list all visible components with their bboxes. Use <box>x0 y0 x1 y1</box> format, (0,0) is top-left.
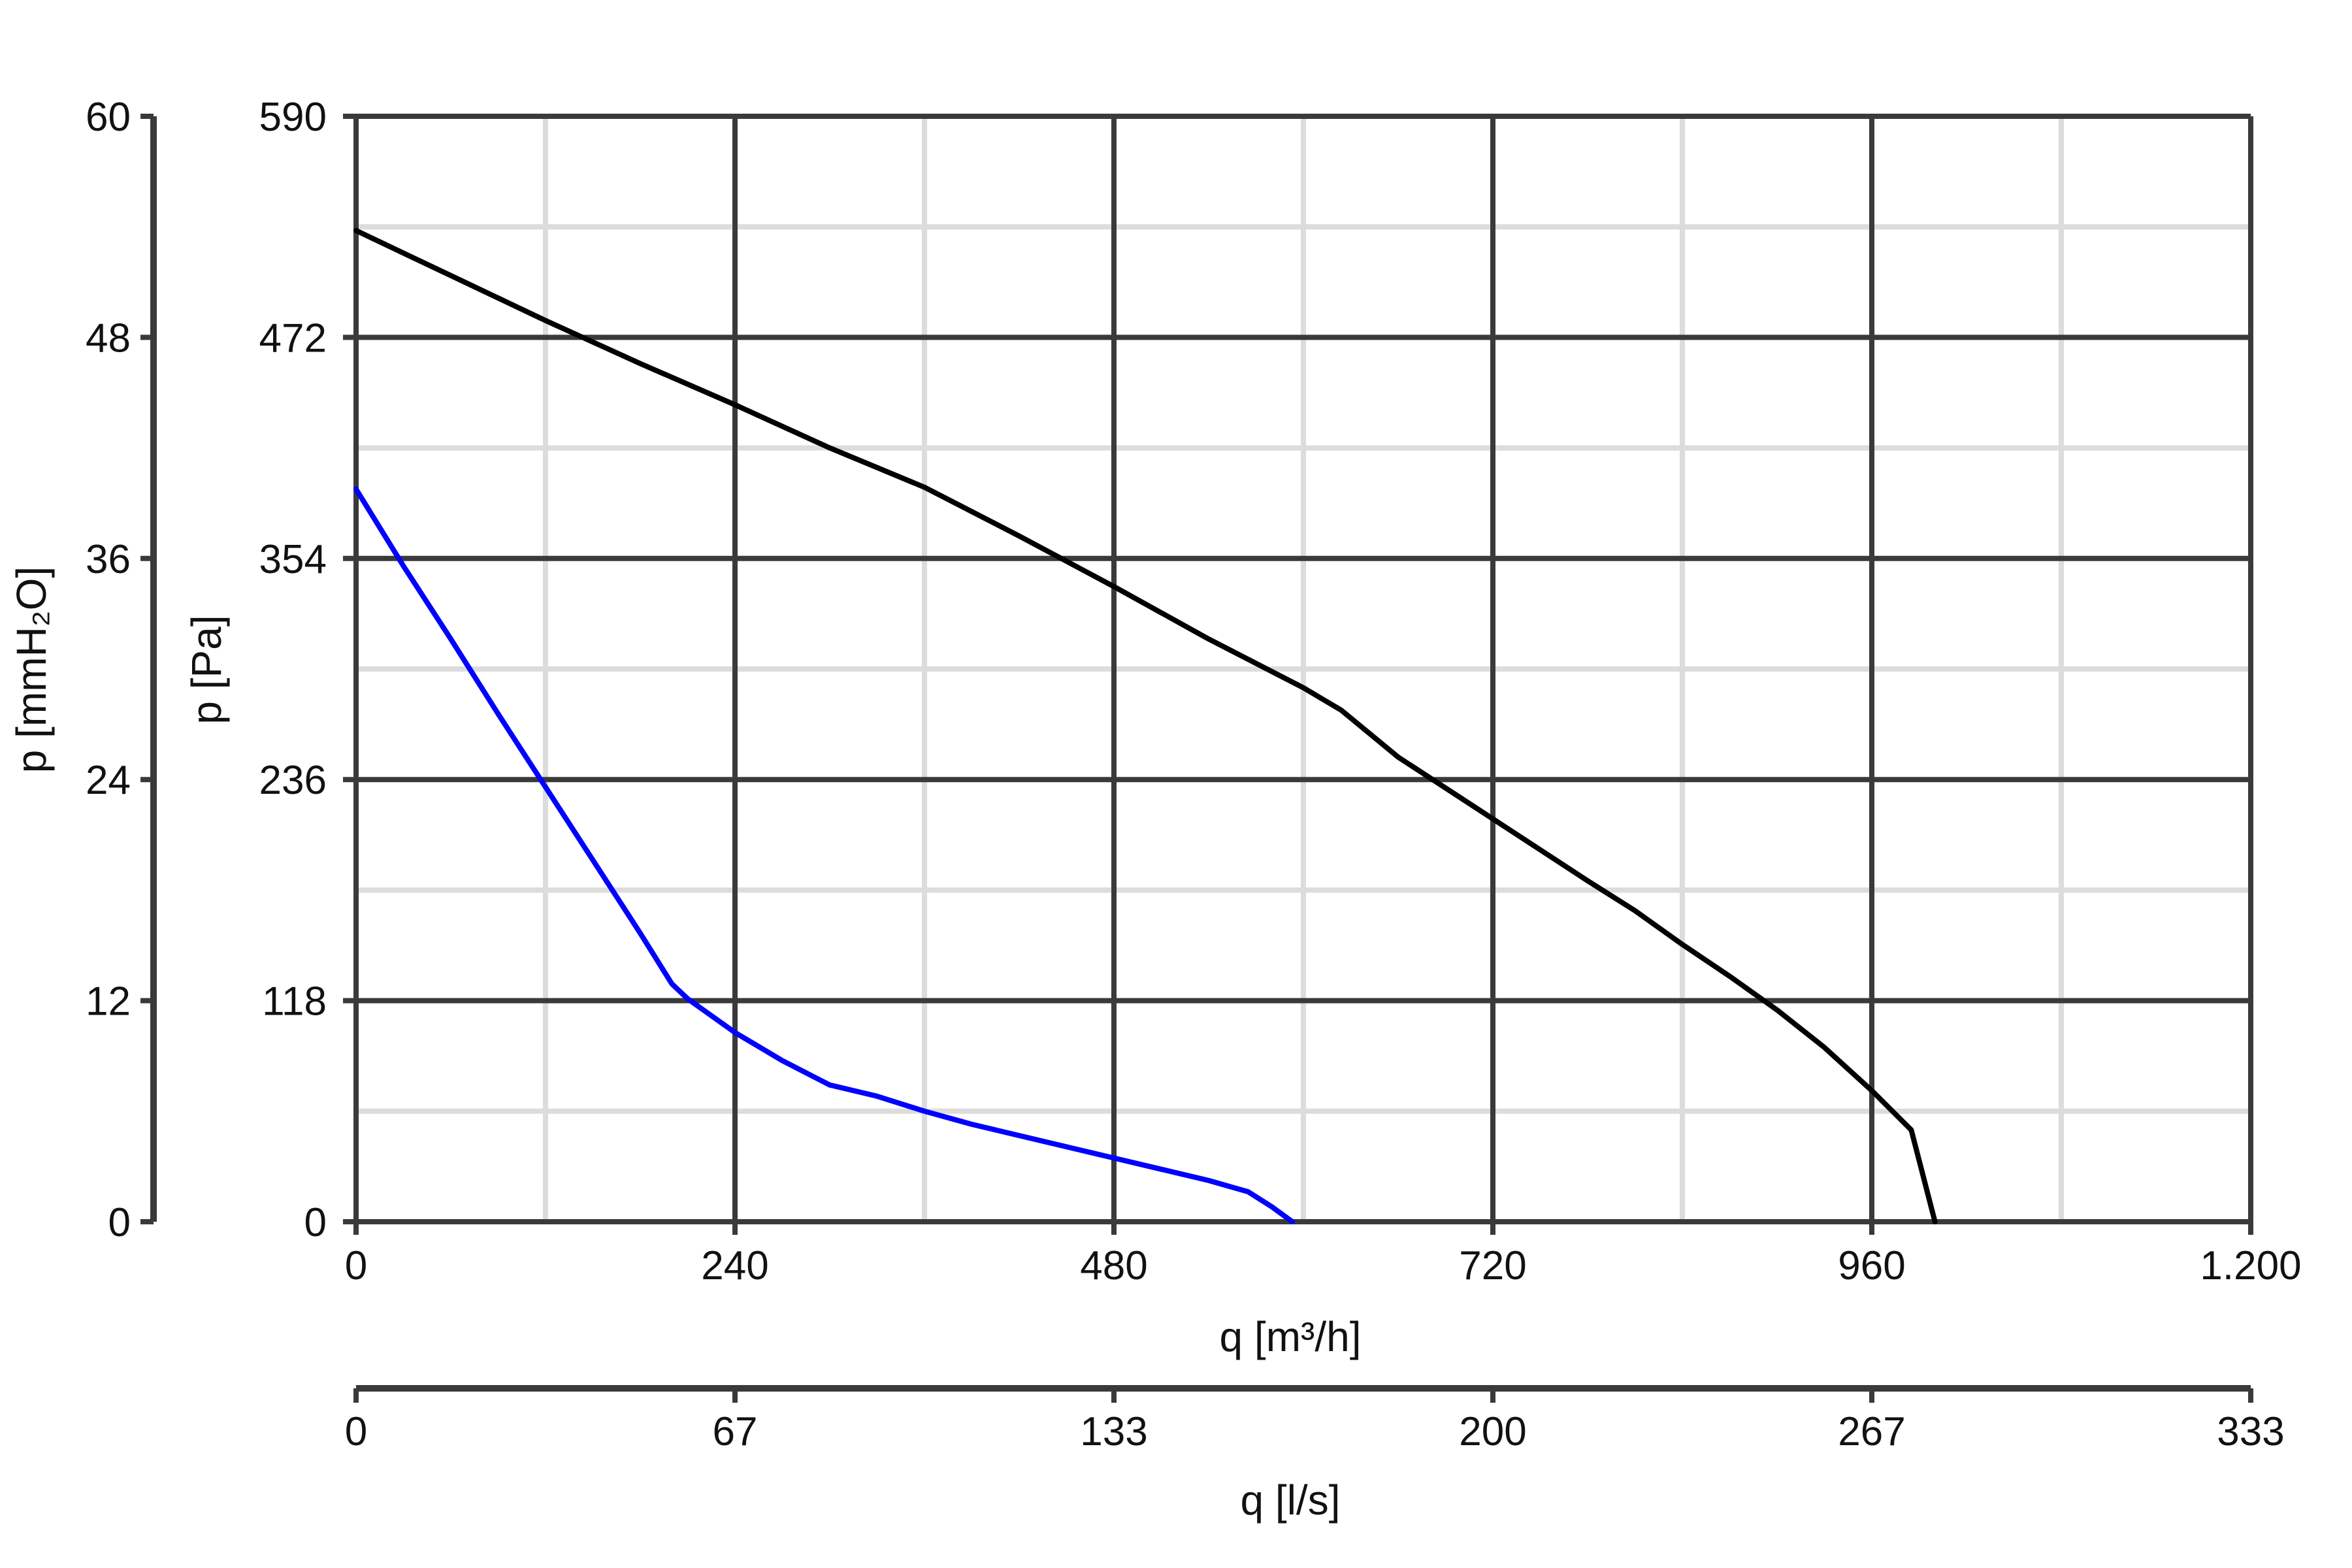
series-line-1 <box>353 227 1938 1224</box>
x-secondary-tick-label: 267 <box>1838 1409 1905 1454</box>
x-tick-label: 0 <box>345 1243 367 1288</box>
y-secondary-tick-label: 48 <box>86 316 131 361</box>
series-line-2 <box>353 486 1296 1224</box>
x-secondary-tick-label: 133 <box>1080 1409 1147 1454</box>
x-tick-label: 240 <box>701 1243 768 1288</box>
x-secondary-tick-label: 67 <box>713 1409 758 1454</box>
y-tick-label: 236 <box>259 758 327 803</box>
x-secondary-tick-label: 0 <box>345 1409 367 1454</box>
y-tick-label: 472 <box>259 316 327 361</box>
y-secondary-tick-label: 36 <box>86 537 131 582</box>
y-secondary-tick-label: 60 <box>86 95 131 140</box>
x-tick-label: 720 <box>1459 1243 1526 1288</box>
x-secondary-tick-label: 200 <box>1459 1409 1526 1454</box>
y-tick-label: 590 <box>259 95 327 140</box>
x-secondary-tick-label: 333 <box>2217 1409 2284 1454</box>
axes-layer <box>140 114 2253 1403</box>
y-tick-label: 354 <box>259 537 327 582</box>
x-tick-label: 960 <box>1838 1243 1905 1288</box>
y-axis-secondary-title: p [mmH₂O] <box>8 566 55 773</box>
x-axis-secondary-title: q [l/s] <box>1241 1477 1341 1524</box>
minor-gridlines <box>356 116 2251 1222</box>
y-tick-label: 118 <box>262 979 327 1024</box>
y-secondary-tick-label: 12 <box>86 979 131 1024</box>
y-secondary-tick-label: 24 <box>86 758 131 803</box>
x-axis-title: q [m³/h] <box>1220 1313 1362 1360</box>
x-tick-label: 480 <box>1080 1243 1147 1288</box>
x-tick-label: 1.200 <box>2200 1243 2301 1288</box>
series-layer <box>353 227 1938 1224</box>
y-secondary-tick-label: 0 <box>108 1200 131 1245</box>
y-axis-title: p [Pa] <box>183 615 230 724</box>
y-tick-label: 0 <box>304 1200 327 1245</box>
major-gridlines <box>353 114 2253 1224</box>
